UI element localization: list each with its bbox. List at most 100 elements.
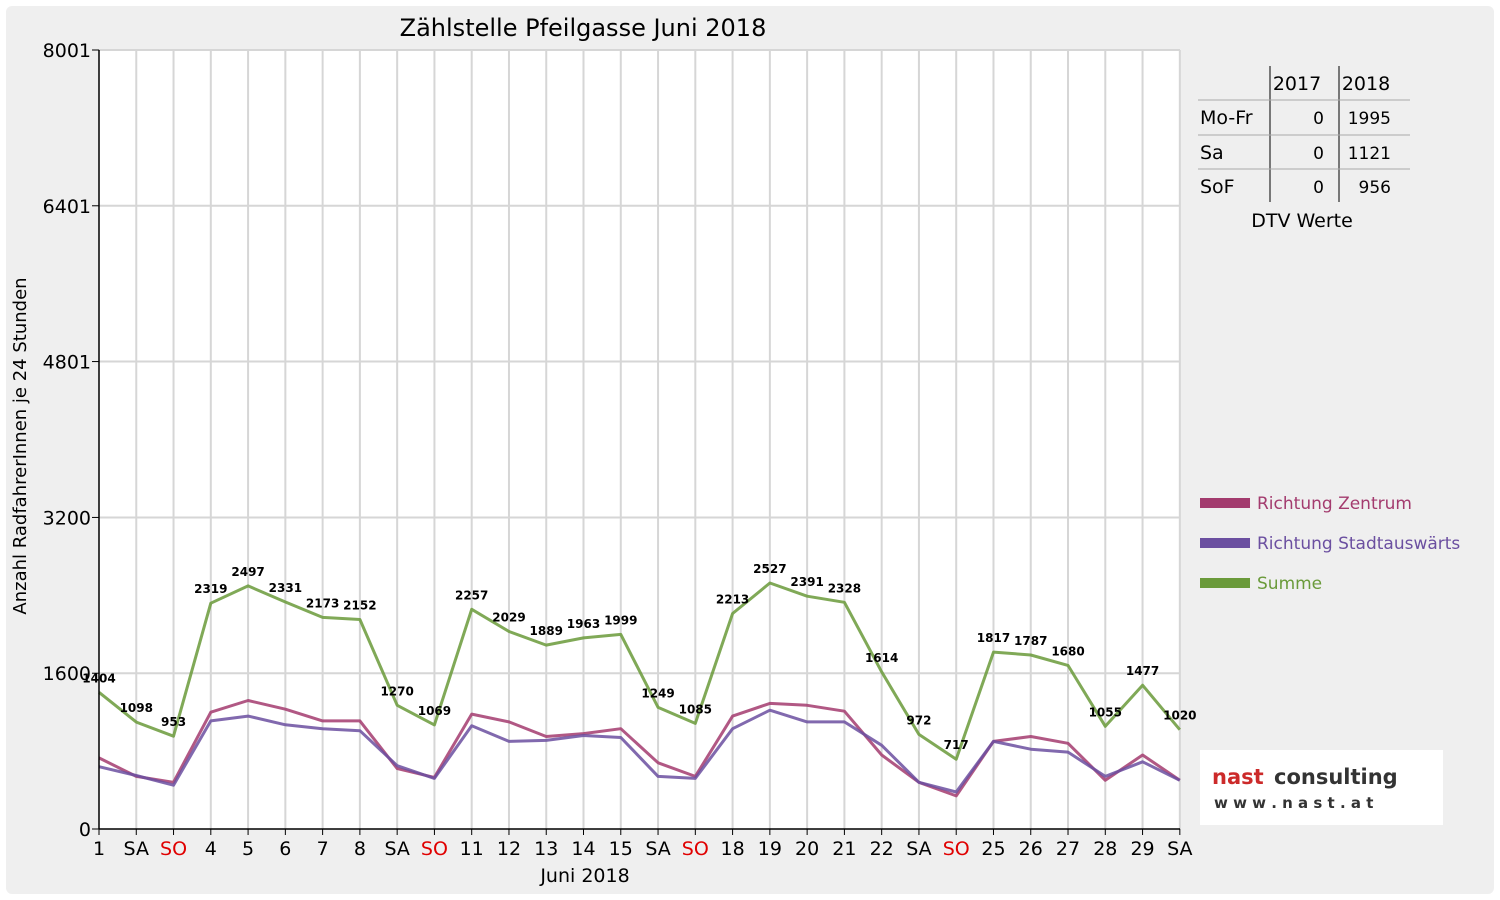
data-label: 2213 (716, 593, 749, 607)
data-label: 2173 (306, 596, 339, 610)
x-tick-label: 18 (720, 838, 744, 860)
logo: nast consulting w w w . n a s t . a t (1200, 750, 1443, 825)
data-label: 1999 (604, 613, 637, 627)
dtv-cell: 0 (1313, 144, 1324, 164)
x-tick-label: 4 (205, 838, 217, 860)
legend-label: Richtung Stadtauswärts (1257, 534, 1460, 554)
x-tick-label: 5 (242, 838, 254, 860)
data-label: 972 (906, 713, 931, 727)
data-label: 1085 (679, 702, 712, 716)
x-tick-label: 25 (981, 838, 1005, 860)
y-tick-label: 6401 (43, 196, 91, 218)
legend-label: Richtung Zentrum (1257, 494, 1412, 514)
y-tick-label: 3200 (43, 507, 91, 529)
x-tick-label: SO (682, 838, 709, 860)
data-label: 1963 (567, 617, 600, 631)
logo-url: w w w . n a s t . a t (1214, 794, 1373, 812)
data-label: 2497 (231, 565, 264, 579)
dtv-cell: 0 (1313, 109, 1324, 129)
series-line-1 (98, 708, 1181, 794)
legend-label: Summe (1257, 574, 1322, 594)
x-tick-label: 6 (279, 838, 291, 860)
vertical-gridlines (135, 50, 1181, 829)
x-tick-label: SA (645, 838, 670, 860)
data-label: 2331 (269, 581, 302, 595)
y-axis-label: Anzahl RadfahrerInnen je 24 Stunden (10, 277, 31, 614)
plot-area (99, 50, 1180, 829)
y-tick-label: 8001 (43, 40, 91, 62)
dtv-cell: 0 (1313, 178, 1324, 198)
series-line-0 (98, 699, 1181, 798)
data-label: 1817 (977, 631, 1010, 645)
dtv-row-label: Mo-Fr (1200, 107, 1253, 129)
data-label: 2257 (455, 588, 488, 602)
x-tick-label: 19 (758, 838, 782, 860)
data-label: 1889 (530, 624, 563, 638)
dtv-cell: 1995 (1348, 109, 1391, 129)
dtv-header-2017: 2017 (1273, 73, 1321, 95)
logo-text-consulting: consulting (1274, 765, 1398, 789)
x-tick-label: 22 (870, 838, 894, 860)
legend: Richtung Zentrum Richtung Stadtauswärts Su… (1200, 494, 1460, 594)
data-label: 1614 (865, 651, 898, 665)
data-label: 2527 (753, 562, 786, 576)
logo-text-nast: nast (1212, 765, 1264, 789)
x-tick-label: 1 (93, 838, 105, 860)
x-tick-label: SA (1167, 838, 1192, 860)
x-tick-label: SO (943, 838, 970, 860)
y-tick-label: 0 (79, 819, 91, 841)
x-tick-label: SA (124, 838, 149, 860)
chart-frame: Zählstelle Pfeilgasse Juni 2018 Anzahl R… (6, 6, 1494, 894)
x-tick-label: SA (906, 838, 931, 860)
dtv-caption: DTV Werte (1251, 210, 1353, 232)
x-tick-label: 21 (832, 838, 856, 860)
x-tick-label: SO (160, 838, 187, 860)
y-axis-ticks: 0 1600 3200 4801 6401 8001 (43, 40, 99, 841)
legend-swatch (1200, 538, 1250, 548)
data-label: 2319 (194, 582, 227, 596)
dtv-row-label: SoF (1200, 176, 1235, 198)
legend-swatch (1200, 578, 1250, 588)
data-label: 953 (161, 715, 186, 729)
x-tick-label: 15 (609, 838, 633, 860)
x-axis-label: Juni 2018 (539, 865, 629, 887)
dtv-cell: 956 (1359, 178, 1391, 198)
data-label: 2391 (790, 575, 823, 589)
x-tick-label: 28 (1093, 838, 1117, 860)
data-label: 1098 (120, 701, 153, 715)
data-label: 1069 (418, 704, 451, 718)
data-label: 1787 (1014, 634, 1047, 648)
y-tick-label: 4801 (43, 352, 91, 374)
x-tick-label: 13 (534, 838, 558, 860)
dtv-table: 2017 2018 Mo-Fr 0 1995 Sa 0 1121 SoF 0 9… (1198, 66, 1410, 232)
x-tick-label: 29 (1130, 838, 1154, 860)
x-tick-label: SA (384, 838, 409, 860)
data-label: 2152 (343, 598, 376, 612)
legend-swatch (1200, 498, 1250, 508)
x-tick-label: 14 (571, 838, 595, 860)
x-tick-label: 8 (354, 838, 366, 860)
dtv-row-label: Sa (1200, 142, 1224, 164)
series-lines (98, 581, 1181, 798)
data-label: 2328 (828, 581, 861, 595)
chart-title: Zählstelle Pfeilgasse Juni 2018 (400, 14, 767, 42)
dtv-header-2018: 2018 (1342, 73, 1390, 95)
x-tick-label: 20 (795, 838, 819, 860)
data-label: 2029 (492, 610, 525, 624)
data-label: 717 (944, 738, 969, 752)
x-tick-label: 7 (317, 838, 329, 860)
line-chart: Zählstelle Pfeilgasse Juni 2018 Anzahl R… (10, 14, 1460, 887)
y-tick-label: 1600 (43, 663, 91, 685)
data-label: 1055 (1089, 705, 1122, 719)
data-label: 1680 (1051, 644, 1084, 658)
x-tick-label: 26 (1019, 838, 1043, 860)
data-label: 1020 (1163, 709, 1196, 723)
x-axis-ticks: 1 SA SO 4 5 6 7 8 SA SO 11 12 13 14 15 SA SO 18 19 20 21 22 SA… (93, 829, 1193, 860)
series-line-2 (98, 581, 1181, 761)
x-tick-label: 11 (460, 838, 484, 860)
x-tick-label: SO (421, 838, 448, 860)
data-label: 1477 (1126, 664, 1159, 678)
dtv-cell: 1121 (1348, 144, 1391, 164)
x-tick-label: 12 (497, 838, 521, 860)
